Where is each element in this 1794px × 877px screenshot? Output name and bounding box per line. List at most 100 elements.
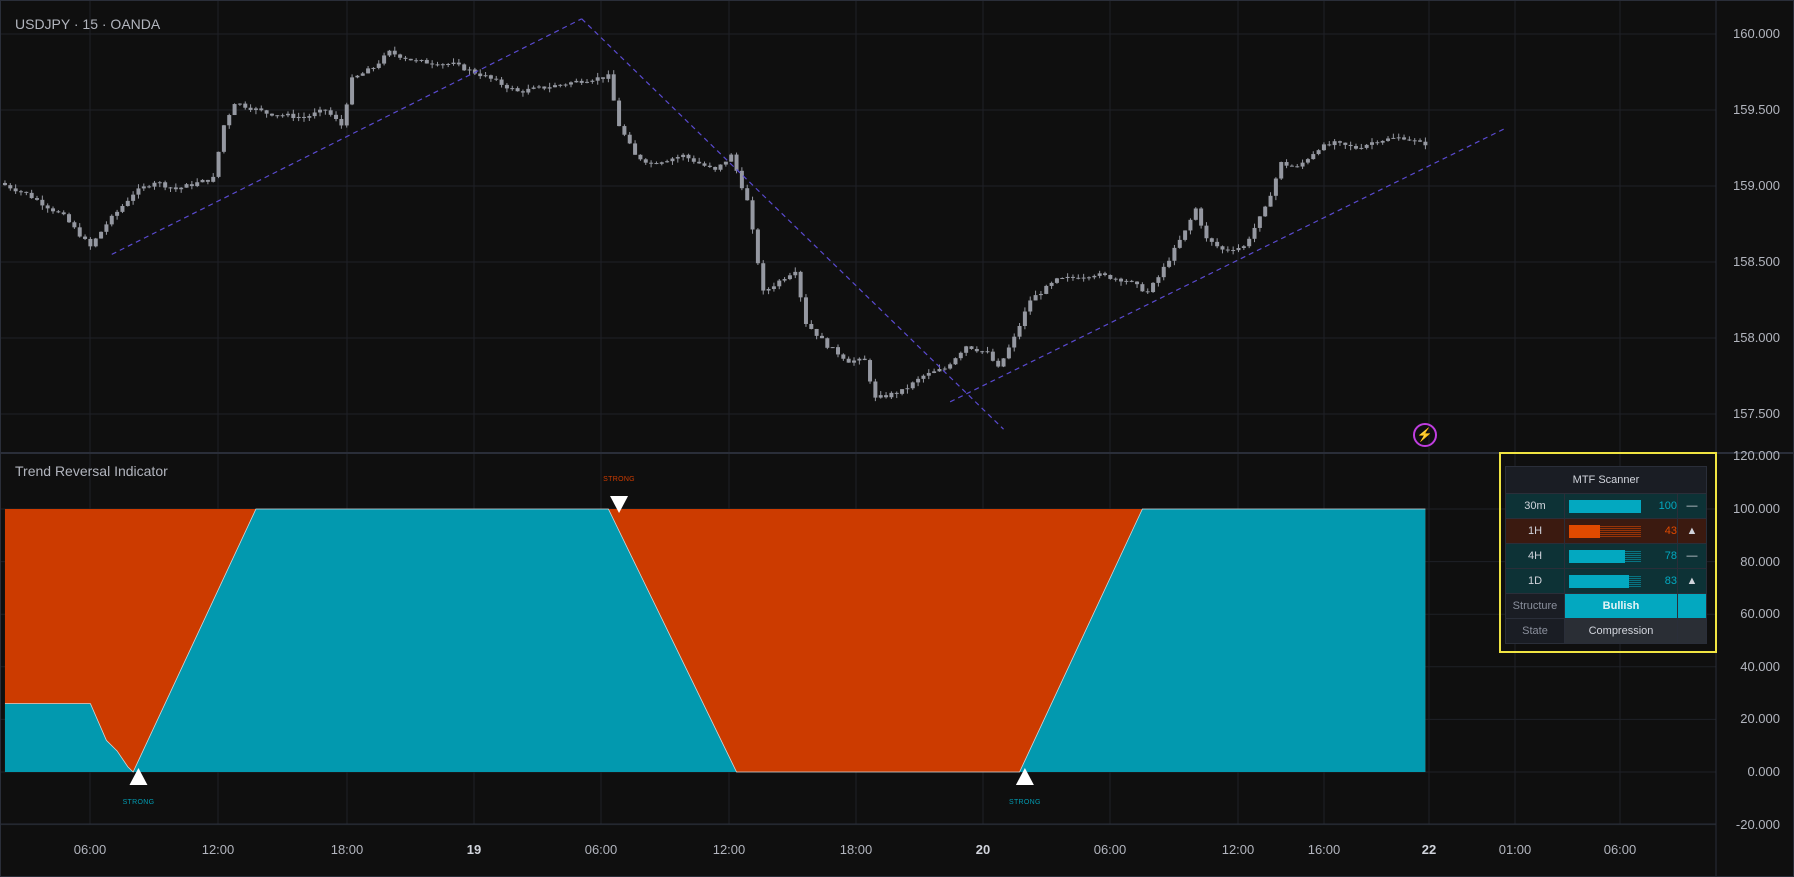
candle-body xyxy=(547,87,552,89)
candle-body xyxy=(221,125,226,152)
candle-body xyxy=(1124,280,1129,282)
mtf-row: 1D 83 ▲ xyxy=(1505,568,1707,594)
mtf-scanner-table: MTF Scanner 30m 100 —1H 43 ▲ 4H 78 —1D 83… xyxy=(1499,452,1717,653)
candle-body xyxy=(1188,219,1193,231)
candle-body xyxy=(115,211,120,216)
candle-body xyxy=(766,288,771,291)
candle-body xyxy=(681,154,686,158)
candle-body xyxy=(392,50,397,55)
candle-body xyxy=(590,80,595,82)
candle-body xyxy=(275,115,280,117)
candle-body xyxy=(1300,162,1305,167)
symbol-title[interactable]: USDJPY · 15 · OANDA xyxy=(15,16,161,32)
candle-body xyxy=(937,368,942,372)
candle-body xyxy=(93,238,98,247)
candle-body xyxy=(173,187,178,190)
lightning-icon[interactable]: ⚡ xyxy=(1413,423,1437,447)
candle-body xyxy=(179,187,184,190)
candle-body xyxy=(803,297,808,324)
candle-body xyxy=(1129,280,1134,282)
candle-body xyxy=(1151,282,1156,293)
candle-body xyxy=(755,229,760,264)
candle-body xyxy=(344,104,349,126)
candle-body xyxy=(307,116,312,118)
candle-body xyxy=(1257,216,1262,228)
candle-body xyxy=(1001,358,1006,367)
candle-body xyxy=(360,73,365,76)
candle-body xyxy=(1316,150,1321,155)
mtf-title: MTF Scanner xyxy=(1505,466,1707,494)
trendline xyxy=(949,127,1506,403)
candle-body xyxy=(536,86,541,88)
candle-body xyxy=(462,64,467,71)
candle-body xyxy=(985,351,990,353)
candle-body xyxy=(1156,277,1161,283)
candle-body xyxy=(1033,295,1038,301)
candle-body xyxy=(259,108,264,111)
candle-body xyxy=(1113,278,1118,280)
candle-body xyxy=(1273,178,1278,196)
candle-body xyxy=(1247,238,1252,247)
candle-body xyxy=(1017,325,1022,337)
candle-body xyxy=(643,159,648,163)
candle-body xyxy=(1145,291,1150,293)
time-axis-label: 06:00 xyxy=(1603,842,1637,857)
mtf-row: 30m 100 — xyxy=(1505,493,1707,519)
candle-body xyxy=(446,64,451,66)
price-axis-label: 159.500 xyxy=(1733,102,1780,117)
candle-body xyxy=(793,271,798,276)
candle-body xyxy=(910,382,915,389)
candle-body xyxy=(355,75,360,78)
candle-body xyxy=(1295,166,1300,168)
candle-body xyxy=(1305,159,1310,163)
mtf-row: 4H 78 — xyxy=(1505,543,1707,569)
candle-body xyxy=(328,110,333,115)
candle-body xyxy=(846,358,851,363)
structure-label: Structure xyxy=(1505,593,1565,619)
candle-body xyxy=(1343,142,1348,145)
candle-body xyxy=(371,67,376,69)
direction-icon: — xyxy=(1677,493,1707,519)
candle-body xyxy=(665,161,670,163)
candle-body xyxy=(131,194,136,201)
candle-body xyxy=(1209,238,1214,242)
candle-body xyxy=(617,100,622,127)
price-axis-label: 158.500 xyxy=(1733,254,1780,269)
candle-body xyxy=(1044,285,1049,294)
time-axis-label: 20 xyxy=(975,842,991,857)
candle-body xyxy=(1375,142,1380,144)
candle-body xyxy=(1364,144,1369,148)
candle-body xyxy=(1220,246,1225,250)
candle-body xyxy=(216,151,221,177)
candle-body xyxy=(403,57,408,59)
candle-body xyxy=(419,59,424,61)
candle-body xyxy=(921,375,926,379)
candle-body xyxy=(1161,266,1166,278)
candle-body xyxy=(424,59,429,64)
candle-body xyxy=(889,392,894,398)
candle-body xyxy=(948,364,953,369)
candle-body xyxy=(1321,144,1326,151)
candle-body xyxy=(515,88,520,92)
candle-body xyxy=(718,164,723,170)
candle-body xyxy=(1022,311,1027,326)
candle-body xyxy=(387,50,392,56)
indicator-title[interactable]: Trend Reversal Indicator xyxy=(15,463,168,479)
candle-body xyxy=(296,116,301,119)
candle-body xyxy=(1252,227,1257,239)
candle-body xyxy=(1268,195,1273,207)
candle-body xyxy=(264,110,269,114)
structure-color-cell xyxy=(1677,593,1707,619)
state-value: Compression xyxy=(1564,618,1678,644)
candle-body xyxy=(1070,276,1075,278)
candles xyxy=(2,46,1428,402)
candle-body xyxy=(1097,273,1102,276)
candle-body xyxy=(488,75,493,79)
candle-body xyxy=(232,104,237,116)
candle-body xyxy=(1231,250,1236,252)
candle-body xyxy=(1049,282,1054,286)
time-axis-label: 01:00 xyxy=(1498,842,1532,857)
candle-body xyxy=(472,69,477,74)
indicator-axis-label: 120.000 xyxy=(1733,448,1780,464)
